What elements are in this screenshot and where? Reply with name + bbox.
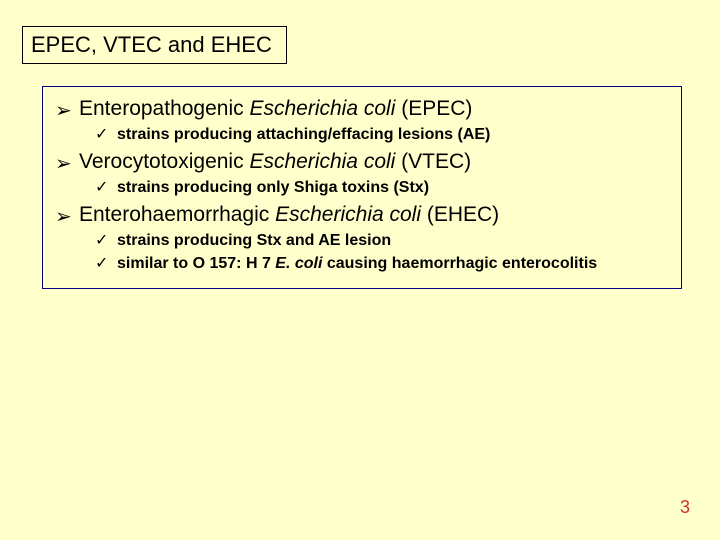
text-italic: Escherichia coli [249, 97, 401, 120]
subitem-text: strains producing attaching/effacing les… [117, 126, 490, 144]
text-segment: Enteropathogenic [79, 97, 249, 120]
text-segment: (EHEC) [427, 203, 499, 226]
item-text: Verocytotoxigenic Escherichia coli (VTEC… [79, 150, 471, 174]
item-text: Enterohaemorrhagic Escherichia coli (EHE… [79, 203, 499, 227]
list-item: ➢ Enterohaemorrhagic Escherichia coli (E… [55, 203, 669, 227]
text-segment: Verocytotoxigenic [79, 150, 249, 173]
text-italic: E. coli [275, 255, 327, 272]
slide-title: EPEC, VTEC and EHEC [31, 32, 272, 57]
check-bullet-icon: ✓ [95, 253, 117, 273]
subitem-text: strains producing Stx and AE lesion [117, 232, 391, 250]
page-number: 3 [680, 497, 690, 518]
arrow-bullet-icon: ➢ [55, 207, 79, 227]
text-segment: strains producing attaching/effacing les… [117, 126, 490, 143]
text-italic: Escherichia coli [275, 203, 427, 226]
text-segment: Enterohaemorrhagic [79, 203, 275, 226]
subitem-text: similar to O 157: H 7 E. coli causing ha… [117, 255, 597, 273]
text-italic: Escherichia coli [249, 150, 401, 173]
list-subitem: ✓ strains producing only Shiga toxins (S… [95, 177, 669, 197]
title-box: EPEC, VTEC and EHEC [22, 26, 287, 64]
text-segment: (EPEC) [401, 97, 472, 120]
arrow-bullet-icon: ➢ [55, 101, 79, 121]
text-segment: (VTEC) [401, 150, 471, 173]
list-subitem: ✓ similar to O 157: H 7 E. coli causing … [95, 253, 669, 273]
check-bullet-icon: ✓ [95, 177, 117, 197]
list-subitem: ✓ strains producing attaching/effacing l… [95, 124, 669, 144]
list-item: ➢ Verocytotoxigenic Escherichia coli (VT… [55, 150, 669, 174]
item-text: Enteropathogenic Escherichia coli (EPEC) [79, 97, 472, 121]
text-segment: strains producing Stx and AE lesion [117, 232, 391, 249]
check-bullet-icon: ✓ [95, 124, 117, 144]
arrow-bullet-icon: ➢ [55, 154, 79, 174]
check-bullet-icon: ✓ [95, 230, 117, 250]
text-segment: similar to O 157: H 7 [117, 255, 275, 272]
content-box: ➢ Enteropathogenic Escherichia coli (EPE… [42, 86, 682, 289]
list-item: ➢ Enteropathogenic Escherichia coli (EPE… [55, 97, 669, 121]
subitem-text: strains producing only Shiga toxins (Stx… [117, 179, 429, 197]
text-segment: causing haemorrhagic enterocolitis [327, 255, 597, 272]
list-subitem: ✓ strains producing Stx and AE lesion [95, 230, 669, 250]
text-segment: strains producing only Shiga toxins (Stx… [117, 179, 429, 196]
